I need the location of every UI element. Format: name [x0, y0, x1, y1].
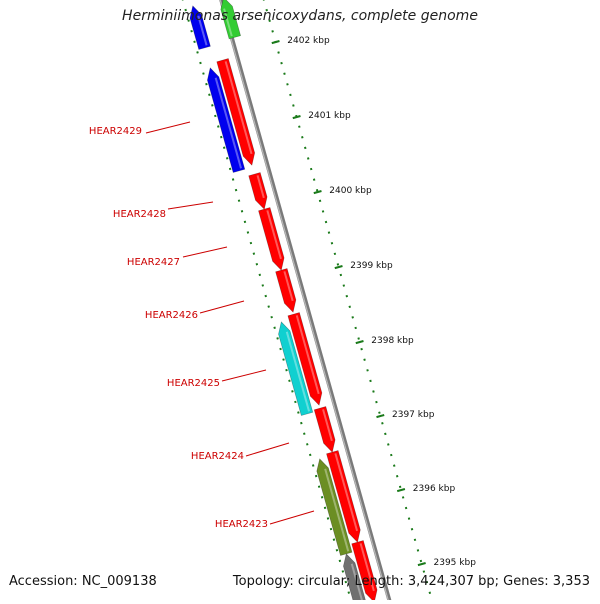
gene-arrow-highlight: [283, 271, 294, 302]
reverse-gene-hear2429: [207, 67, 246, 173]
ruler-tick: [313, 190, 322, 195]
gene-label-leader: [221, 369, 267, 382]
reverse-gene-hear2425: [278, 321, 314, 416]
ruler-tick: [376, 414, 385, 419]
forward-gene-8: [351, 540, 378, 603]
forward-gene-2: [248, 172, 268, 210]
forward-gene-6: [313, 406, 336, 453]
gene-arrow-highlight: [197, 15, 208, 46]
gene-arrow-body: [326, 450, 361, 543]
gene-arrow-highlight: [334, 453, 359, 532]
forward-gene-1: [216, 58, 256, 166]
gene-arrow-body: [313, 406, 336, 453]
ruler-label: 2399 kbp: [350, 261, 393, 271]
gene-arrow-highlight: [223, 8, 233, 37]
gene-label-hear2425: HEAR2425: [167, 378, 220, 389]
backbone-line: [219, 0, 393, 604]
ruler-tick: [271, 40, 280, 45]
ruler-label: 2395 kbp: [434, 558, 477, 568]
gene-label-leader: [199, 300, 245, 314]
gene-arrow-highlight: [266, 210, 282, 260]
gene-arrow-highlight: [350, 563, 364, 604]
forward-gene-5: [287, 312, 323, 406]
ruler-label: 2402 kbp: [287, 36, 330, 46]
gene-arrow-highlight: [285, 331, 311, 412]
gene-arrow-highlight: [214, 77, 242, 169]
gene-arrow-highlight: [359, 543, 375, 592]
ruler-tick: [417, 562, 426, 567]
forward-gene-3: [258, 207, 285, 271]
ruler-label: 2400 kbp: [329, 186, 372, 196]
gene-label-hear2426: HEAR2426: [145, 310, 198, 321]
ruler-tick: [396, 488, 406, 493]
gene-label-hear2429: HEAR2429: [89, 126, 142, 137]
gene-arrow-body: [248, 172, 268, 210]
gene-arrow-body: [189, 5, 211, 50]
ruler-tick: [355, 340, 364, 345]
gene-arrow-body: [258, 207, 285, 271]
gene-arrow-body: [287, 312, 323, 406]
reverse-gene-hear2423: [316, 458, 353, 556]
gene-arrow-body: [275, 268, 297, 313]
topology-text: Topology: circular; Length: 3,424,307 bp…: [232, 574, 590, 589]
gene-arrow-highlight: [324, 468, 350, 552]
gene-label-leader: [167, 201, 214, 210]
gene-arrow-body: [216, 58, 256, 166]
gene-arrow-highlight: [224, 61, 253, 155]
gene-arrow-body: [207, 67, 246, 173]
backbone-highlight: [219, 0, 390, 604]
ruler-tick: [334, 265, 343, 270]
ruler-label: 2396 kbp: [413, 484, 456, 494]
gene-arrow-highlight: [322, 409, 333, 442]
gene-label-leader: [245, 442, 290, 457]
accession-text: Accession: NC_009138: [9, 574, 157, 589]
forward-gene-4: [275, 268, 297, 313]
map-title: Herminiimonas arsenicoxydans, complete g…: [122, 8, 478, 24]
forward-gene-top-green: [220, 0, 241, 40]
gene-arrow-body: [351, 540, 378, 603]
gene-label-leader: [269, 510, 315, 525]
forward-gene-7: [326, 450, 361, 543]
gene-arrow-highlight: [256, 175, 265, 199]
gene-label-hear2424: HEAR2424: [191, 451, 244, 462]
ruler-label: 2401 kbp: [308, 111, 351, 121]
reverse-gene-bottom-grey: [343, 553, 367, 604]
ruler-label: 2398 kbp: [371, 336, 414, 346]
reverse-gene-top-blue: [189, 5, 211, 50]
gene-arrow-body: [220, 0, 241, 40]
gene-label-hear2427: HEAR2427: [127, 257, 180, 268]
gene-arrow-body: [278, 321, 314, 416]
ruler-tick: [292, 115, 301, 120]
gene-arrow-body: [316, 458, 353, 556]
ruler-label: 2397 kbp: [392, 410, 435, 420]
gene-label-hear2423: HEAR2423: [215, 519, 268, 530]
gene-label-hear2428: HEAR2428: [113, 209, 166, 220]
gene-arrow-highlight: [295, 315, 320, 395]
gene-label-leader: [182, 246, 228, 258]
gene-arrow-body: [343, 553, 367, 604]
gene-label-leader: [145, 121, 191, 134]
